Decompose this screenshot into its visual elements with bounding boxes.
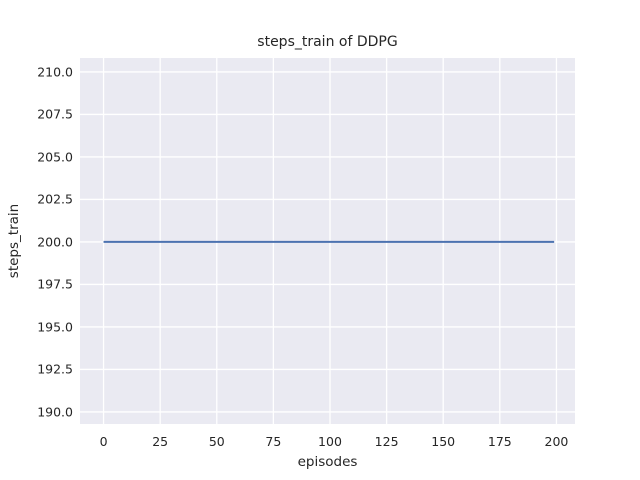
y-tick-label: 197.5 bbox=[37, 276, 73, 292]
x-tick-label: 200 bbox=[544, 434, 569, 449]
x-tick-label: 150 bbox=[431, 434, 456, 449]
x-tick-label: 100 bbox=[318, 434, 342, 449]
y-tick-label: 205.0 bbox=[37, 149, 73, 165]
y-tick-label: 190.0 bbox=[37, 404, 73, 420]
x-tick-label: 125 bbox=[374, 434, 399, 449]
y-tick-label: 200.0 bbox=[37, 234, 73, 250]
y-tick-label: 207.5 bbox=[37, 106, 73, 122]
x-tick-label: 50 bbox=[208, 434, 225, 449]
x-tick-label: 175 bbox=[487, 434, 512, 449]
y-tick-label: 192.5 bbox=[37, 361, 73, 377]
x-tick-label: 0 bbox=[99, 434, 108, 449]
y-tick-label: 202.5 bbox=[37, 191, 73, 207]
plot-area bbox=[80, 58, 575, 424]
y-tick-label: 210.0 bbox=[37, 64, 73, 80]
y-tick-label: 195.0 bbox=[37, 319, 73, 335]
chart-title: steps_train of DDPG bbox=[257, 34, 398, 50]
x-tick-label: 75 bbox=[265, 434, 282, 449]
x-tick-label: 25 bbox=[152, 434, 169, 449]
x-axis-label: episodes bbox=[297, 454, 358, 470]
